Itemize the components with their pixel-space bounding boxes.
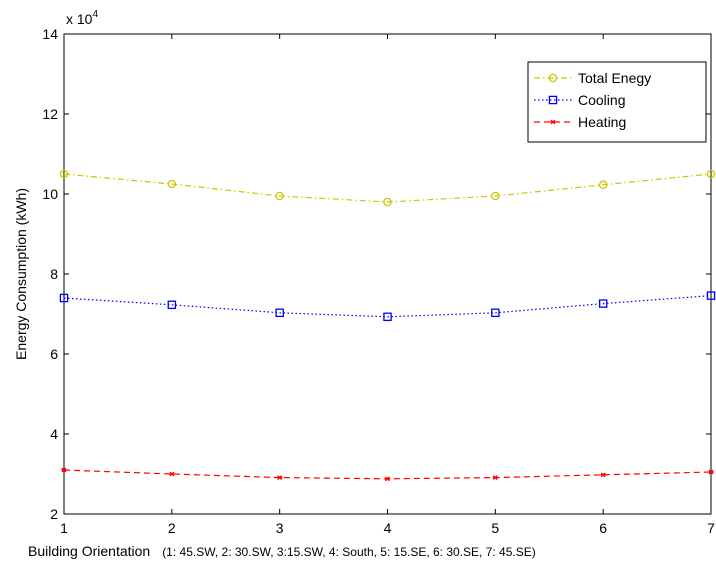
data-point-heating	[600, 472, 606, 478]
data-point-heating	[492, 475, 499, 481]
legend-label-heating: Heating	[578, 114, 626, 130]
y-tick-label: 4	[50, 426, 58, 442]
legend-marker-heating	[550, 119, 556, 125]
x-tick-label: 1	[60, 520, 68, 536]
data-point-cooling	[598, 299, 608, 308]
data-point-total-enegy	[383, 197, 392, 207]
data-point-total-enegy	[706, 169, 716, 179]
x-tick-label: 2	[168, 520, 176, 536]
y-tick-label: 12	[42, 106, 58, 122]
legend: Total Enegy Cooling Heating	[527, 61, 707, 143]
series-line-total-enegy	[63, 173, 712, 203]
y-tick-label: 2	[50, 506, 58, 522]
data-point-total-enegy	[275, 191, 284, 201]
x-tick-label: 7	[707, 520, 715, 536]
x-axis-label-note: (1: 45.SW, 2: 30.SW, 3:15.SW, 4: South, …	[162, 545, 536, 559]
data-point-cooling	[59, 293, 69, 303]
x-tick-label: 3	[276, 520, 284, 536]
data-point-cooling	[383, 312, 392, 322]
legend-marker-cooling	[548, 95, 558, 105]
data-point-cooling	[275, 308, 284, 318]
y-exponent-base: x 10	[66, 11, 93, 27]
y-axis-label: Energy Consumption (kWh)	[13, 188, 29, 360]
y-exponent-label: x 104	[66, 9, 98, 27]
y-exponent-power: 4	[92, 9, 98, 20]
y-tick-label: 14	[42, 26, 58, 42]
y-tick-label: 8	[50, 266, 58, 282]
y-tick-label: 10	[42, 186, 58, 202]
data-point-cooling	[167, 300, 177, 310]
data-point-total-enegy	[491, 191, 500, 201]
x-axis-label: Building Orientation (1: 45.SW, 2: 30.SW,…	[28, 543, 536, 559]
x-tick-label: 6	[599, 520, 607, 536]
x-axis-label-main: Building Orientation	[28, 543, 150, 559]
x-tick-label: 5	[491, 520, 499, 536]
legend-box	[527, 61, 707, 143]
legend-label-cooling: Cooling	[578, 92, 625, 108]
data-point-total-enegy	[598, 180, 608, 190]
y-tick-label: 6	[50, 346, 58, 362]
data-point-heating	[708, 469, 714, 475]
legend-label-total-enegy: Total Enegy	[578, 70, 651, 86]
data-point-total-enegy	[59, 169, 69, 179]
data-point-total-enegy	[167, 179, 177, 189]
data-point-heating	[61, 467, 67, 473]
data-point-heating	[276, 475, 283, 481]
data-point-cooling	[706, 291, 716, 300]
legend-marker-total-enegy	[548, 73, 558, 83]
data-point-cooling	[491, 308, 500, 318]
series-line-cooling	[63, 295, 712, 318]
data-point-heating	[384, 476, 391, 482]
x-tick-label: 4	[384, 520, 392, 536]
data-point-heating	[169, 471, 175, 477]
